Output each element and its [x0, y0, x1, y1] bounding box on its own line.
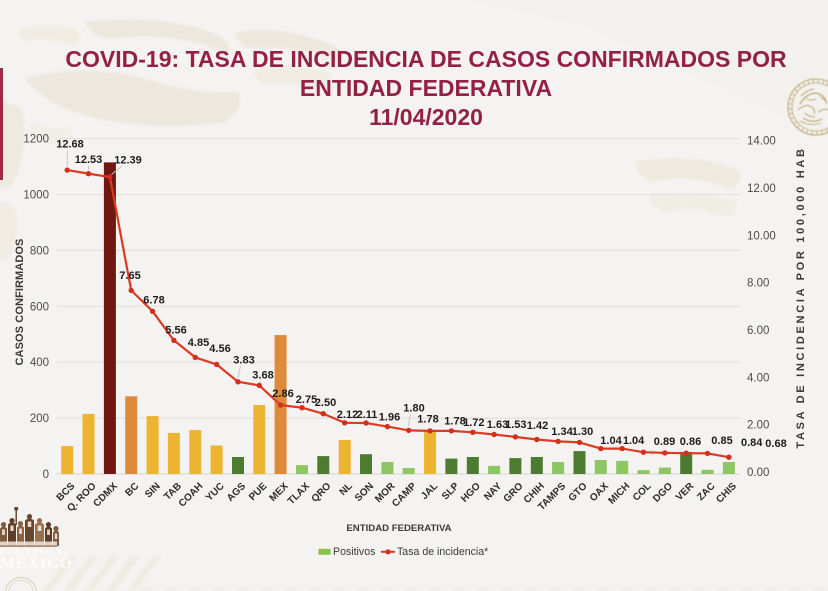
svg-text:2.86: 2.86 [272, 388, 293, 400]
svg-text:COAH: COAH [177, 481, 206, 510]
svg-text:6.78: 6.78 [143, 294, 164, 306]
svg-text:0.85: 0.85 [711, 435, 732, 447]
svg-text:1.34: 1.34 [551, 426, 573, 438]
svg-text:3.68: 3.68 [252, 370, 273, 382]
svg-text:6.00: 6.00 [747, 325, 769, 337]
svg-text:1.63: 1.63 [487, 419, 508, 431]
svg-text:10.00: 10.00 [747, 230, 776, 242]
svg-text:0.84: 0.84 [741, 437, 763, 449]
svg-text:CHIS: CHIS [714, 481, 739, 506]
svg-text:1200: 1200 [23, 134, 49, 146]
svg-text:MICH: MICH [606, 481, 632, 507]
svg-text:7.65: 7.65 [119, 270, 140, 282]
svg-text:12.00: 12.00 [747, 183, 776, 195]
svg-text:ZAC: ZAC [695, 481, 717, 503]
svg-text:1.78: 1.78 [417, 413, 438, 425]
svg-text:BC: BC [123, 481, 141, 499]
svg-text:VER: VER [674, 480, 697, 503]
svg-text:CDMX: CDMX [91, 481, 120, 510]
svg-text:2.00: 2.00 [747, 420, 769, 432]
svg-text:0: 0 [43, 469, 49, 481]
svg-text:1.04: 1.04 [600, 435, 622, 447]
svg-text:CAMP: CAMP [390, 481, 419, 510]
svg-text:1.42: 1.42 [527, 420, 548, 432]
svg-text:DGO: DGO [651, 481, 675, 505]
svg-text:3.83: 3.83 [233, 354, 254, 366]
svg-text:4.56: 4.56 [209, 343, 230, 355]
svg-text:2.50: 2.50 [315, 397, 336, 409]
svg-text:SLP: SLP [440, 481, 462, 503]
svg-text:12.39: 12.39 [114, 154, 142, 166]
svg-text:1.78: 1.78 [444, 415, 465, 427]
svg-text:SON: SON [353, 481, 376, 504]
svg-text:1.53: 1.53 [505, 419, 526, 431]
svg-text:1.96: 1.96 [379, 411, 400, 423]
svg-text:QRO: QRO [310, 481, 334, 505]
svg-text:0.86: 0.86 [680, 436, 701, 448]
svg-text:5.56: 5.56 [165, 324, 186, 336]
svg-text:YUC: YUC [204, 481, 227, 504]
svg-text:JAL: JAL [419, 481, 440, 502]
svg-text:0.00: 0.00 [747, 467, 769, 479]
svg-text:600: 600 [30, 301, 49, 313]
svg-text:12.68: 12.68 [56, 138, 84, 150]
svg-text:1.30: 1.30 [572, 426, 593, 438]
svg-text:GRO: GRO [502, 481, 526, 505]
svg-text:TASA DE INCIDENCIA POR 100,000: TASA DE INCIDENCIA POR 100,000 HAB [795, 146, 807, 448]
svg-text:4.00: 4.00 [747, 372, 769, 384]
svg-text:NL: NL [338, 481, 355, 498]
svg-text:PUE: PUE [247, 481, 270, 504]
svg-text:8.00: 8.00 [747, 278, 769, 290]
svg-text:ENTIDAD FEDERATIVA: ENTIDAD FEDERATIVA [346, 523, 451, 534]
svg-text:SIN: SIN [143, 481, 163, 501]
svg-text:800: 800 [30, 245, 49, 257]
svg-text:200: 200 [30, 413, 49, 425]
svg-text:GTO: GTO [567, 481, 590, 504]
svg-text:2.12: 2.12 [337, 409, 358, 421]
svg-text:2.75: 2.75 [296, 394, 317, 406]
svg-text:AGS: AGS [225, 481, 248, 504]
svg-text:NAY: NAY [482, 481, 504, 503]
svg-text:TLAX: TLAX [286, 481, 312, 507]
svg-text:400: 400 [30, 357, 49, 369]
svg-text:12.53: 12.53 [75, 154, 103, 166]
svg-text:2.11: 2.11 [357, 409, 378, 421]
svg-text:CASOS CONFIRMADOS: CASOS CONFIRMADOS [14, 239, 26, 366]
svg-text:COL: COL [631, 481, 654, 504]
svg-text:14.00: 14.00 [747, 136, 776, 148]
svg-text:1000: 1000 [23, 190, 49, 202]
svg-text:1.72: 1.72 [463, 417, 484, 429]
svg-text:Tasa de incidencia*: Tasa de incidencia* [397, 546, 488, 558]
svg-text:Positivos: Positivos [333, 546, 375, 558]
svg-text:0.89: 0.89 [654, 436, 675, 448]
svg-text:1.80: 1.80 [403, 403, 424, 415]
svg-text:1.04: 1.04 [623, 435, 645, 447]
svg-text:4.85: 4.85 [188, 337, 209, 349]
svg-text:0.68: 0.68 [765, 438, 786, 450]
svg-text:HGO: HGO [459, 481, 483, 505]
